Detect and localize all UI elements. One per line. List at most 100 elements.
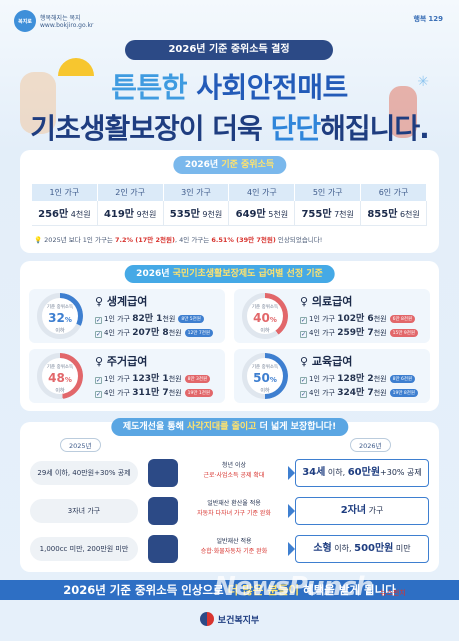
gauge-value: 50% <box>247 371 283 385</box>
banner-c: 혜택을 받게 됩니다 <box>299 583 396 597</box>
increase-tag: 8만 5천원 <box>178 315 204 323</box>
benefit-amount-unit: 천원 <box>162 315 176 323</box>
benefit-amount-unit: 천원 <box>373 375 387 383</box>
improvement-illustration-icon <box>148 497 178 525</box>
improvement-row: 29세 이하, 40만원+30% 공제 청년 이상 근로·사업소득 공제 확대 34세… <box>30 456 429 490</box>
improvements-title: 제도개선을 통해 사각지대를 줄이고 더 넓게 보장합니다! <box>110 418 349 436</box>
benefit-amount: 324만 7 <box>337 388 374 398</box>
benefit-person-icon: ♀ <box>95 295 104 308</box>
improvement-desc-a: 일반재산 환산율 적용 <box>207 500 261 507</box>
benefit-amount-unit: 천원 <box>168 329 182 337</box>
benefit-name-text: 교육급여 <box>311 355 353 368</box>
headline-line2-a: 기초생활보장 <box>30 112 180 145</box>
improvement-prev: 29세 이하, 40만원+30% 공제 <box>30 461 138 485</box>
bokjiro-logo[interactable]: 복지로 행복해지는 복지 www.bokjiro.go.kr <box>14 10 93 32</box>
arrow-right-icon <box>288 504 295 518</box>
improvements-card: 제도개선을 통해 사각지대를 줄이고 더 넓게 보장합니다! 2025년 202… <box>20 418 439 572</box>
gauge-value: 32% <box>42 311 78 325</box>
ministry-logo[interactable]: 보건복지부 <box>0 612 459 626</box>
benefit-gauge-arc <box>37 293 83 339</box>
bokjiro-slogan: 행복해지는 복지 <box>40 15 81 22</box>
banner-b: 더 많은 분들이 <box>227 583 300 597</box>
note-bulb-icon: 💡 <box>34 236 43 244</box>
helpline-label: 행복 <box>413 15 427 23</box>
next-b: 가구 <box>366 506 384 515</box>
benefit-amount: 128만 2 <box>337 374 374 384</box>
income-value-sub: 7천원 <box>334 210 354 220</box>
benefit-box: 기준 중위소득 40% 이하 ♀ 의료급여 ✓ 1인 가구 102만 6천원 6만 8천원 ✓… <box>234 289 430 343</box>
ministry-name: 보건복지부 <box>217 616 260 626</box>
benefit-name-text: 생계급여 <box>106 295 148 308</box>
benefit-amount-unit: 천원 <box>168 375 182 383</box>
improvement-next: 34세 이하, 60만원+30% 공제 <box>295 459 429 487</box>
improvements-title-c: 더 넓게 보장합니다! <box>256 422 337 432</box>
umbrella-illustration <box>58 58 94 76</box>
improvements-title-a: 제도개선을 통해 <box>122 422 188 432</box>
gauge-below: 이하 <box>55 328 65 334</box>
benefit-household-label: 4인 가구 <box>309 389 338 397</box>
median-income-table: 1인 가구 2인 가구 3인 가구 4인 가구 5인 가구 6인 가구 256만 4천원 4… <box>32 184 427 226</box>
benefit-line-2: ✓ 4인 가구 207만 8천원 12만 7천원 <box>95 325 214 338</box>
next-b: 이하, <box>325 468 348 477</box>
benefit-criteria-title: 2026년 국민기초생활보장제도 급여별 선정 기준 <box>124 265 335 283</box>
benefit-amount-unit: 천원 <box>373 329 387 337</box>
benefit-gauge: 기준 중위소득 50% 이하 <box>242 353 288 399</box>
benefit-line-2: ✓ 4인 가구 259만 7천원 15만 9천원 <box>300 325 419 338</box>
gauge-below: 이하 <box>260 388 270 394</box>
income-header-cell: 1인 가구 <box>32 184 98 201</box>
benefit-title-a: 2026년 <box>136 269 173 279</box>
gauge-value: 48% <box>42 371 78 385</box>
gauge-unit: % <box>64 376 72 384</box>
helpline-logo[interactable]: 행복 129 <box>413 14 445 24</box>
benefit-amount: 311만 7 <box>132 388 169 398</box>
headline-line2-d: 해집니다. <box>320 112 430 145</box>
benefit-household-label: 4인 가구 <box>104 389 133 397</box>
gauge-below: 이하 <box>260 328 270 334</box>
income-value-main: 419만 <box>103 209 135 221</box>
median-income-value-row: 256만 4천원 419만 9천원 535만 9천원 649만 5천원 755만 7천원… <box>32 201 427 226</box>
check-icon: ✓ <box>95 391 102 398</box>
newspunch-watermark-small: 뉴스펀치 <box>380 589 406 597</box>
income-value-main: 855만 <box>367 209 398 221</box>
benefit-amount: 259만 7 <box>337 328 374 338</box>
benefit-name: ♀ 주거급여 <box>95 353 147 369</box>
person-right-illustration <box>389 86 417 138</box>
note-d: 6.51% (39만 7천원) <box>211 236 276 244</box>
income-value-cell: 755만 7천원 <box>294 201 362 226</box>
benefit-box: 기준 중위소득 50% 이하 ♀ 교육급여 ✓ 1인 가구 128만 2천원 8만 6천원 ✓… <box>234 349 430 403</box>
next-a: 34세 <box>302 467 326 478</box>
increase-tag: 6만 8천원 <box>389 315 416 323</box>
banner-a: 2026년 기준 중위소득 인상으로 <box>63 583 228 597</box>
headline-line2-c: 단단 <box>270 112 322 145</box>
income-header-cell: 5인 가구 <box>294 184 362 201</box>
benefit-household-label: 1인 가구 <box>104 315 133 323</box>
improvement-row: 1,000cc 미만, 200만원 미만 일반재산 적용 승합·화물자동차 기준 완… <box>30 532 429 566</box>
benefit-name-text: 주거급여 <box>106 355 148 368</box>
gauge-unit: % <box>64 316 72 324</box>
income-value-cell: 419만 9천원 <box>97 201 164 226</box>
benefit-line-1: ✓ 1인 가구 82만 1천원 8만 5천원 <box>95 311 204 324</box>
improvement-illustration-icon <box>148 535 178 563</box>
benefit-amount: 82만 1 <box>132 314 163 324</box>
note-b: 7.2% (17만 2천원) <box>114 236 175 244</box>
improvement-illustration-icon <box>148 459 178 487</box>
person-left-illustration <box>20 72 56 134</box>
gauge-label: 기준 중위소득 <box>251 305 279 310</box>
benefit-person-icon: ♀ <box>95 355 104 368</box>
benefit-box: 기준 중위소득 48% 이하 ♀ 주거급여 ✓ 1인 가구 123만 1천원 8만 3천원 ✓… <box>29 349 225 403</box>
improvement-desc-b: 근로·사업소득 공제 확대 <box>203 472 265 479</box>
gauge-percent: 40 <box>253 311 270 325</box>
income-value-sub: 9천원 <box>202 210 223 220</box>
benefit-person-icon: ♀ <box>300 355 309 368</box>
improvement-next: 소형 이하, 500만원 미만 <box>295 535 429 563</box>
newspunch-watermark: NewsPunch <box>214 572 374 602</box>
improvement-prev: 1,000cc 미만, 200만원 미만 <box>30 537 138 561</box>
next-d: +30% 공제 <box>380 468 422 477</box>
income-header-cell: 4인 가구 <box>228 184 296 201</box>
benefit-line-1: ✓ 1인 가구 128만 2천원 8만 6천원 <box>300 371 416 384</box>
arrow-right-icon <box>288 466 295 480</box>
benefit-person-icon: ♀ <box>300 295 309 308</box>
benefit-amount-unit: 천원 <box>373 389 387 397</box>
income-value-cell: 256만 4천원 <box>32 201 98 226</box>
improvement-desc-a: 일반재산 적용 <box>216 538 252 545</box>
